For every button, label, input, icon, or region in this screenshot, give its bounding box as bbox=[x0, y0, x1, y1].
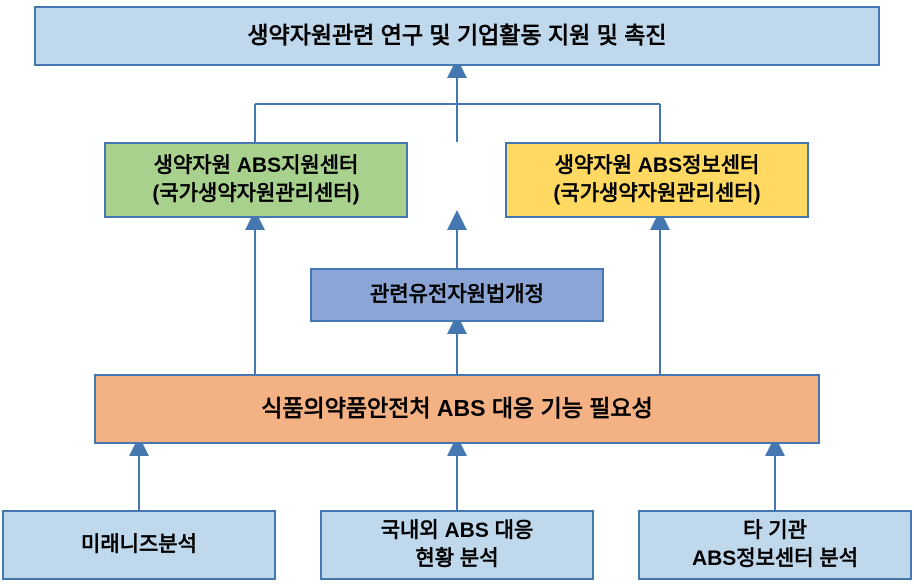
right-center-box: 생약자원 ABS정보센터 (국가생약자원관리센터) bbox=[505, 142, 809, 218]
bottom-box-3: 타 기관 ABS정보센터 분석 bbox=[638, 510, 912, 580]
left-center-box: 생약자원 ABS지원센터 (국가생약자원관리센터) bbox=[104, 142, 408, 218]
bottom-box-1-text: 미래니즈분석 bbox=[81, 531, 197, 559]
bottom-box-1: 미래니즈분석 bbox=[2, 510, 276, 580]
top-goal-box: 생약자원관련 연구 및 기업활동 지원 및 촉진 bbox=[34, 6, 880, 66]
necessity-box: 식품의약품안전처 ABS 대응 기능 필요성 bbox=[94, 374, 820, 444]
law-revision-box: 관련유전자원법개정 bbox=[310, 268, 604, 322]
left-center-text: 생약자원 ABS지원센터 (국가생약자원관리센터) bbox=[152, 152, 359, 209]
bottom-box-2: 국내외 ABS 대응 현황 분석 bbox=[320, 510, 594, 580]
bottom-box-3-text: 타 기관 ABS정보센터 분석 bbox=[692, 517, 858, 574]
law-revision-text: 관련유전자원법개정 bbox=[370, 281, 544, 309]
necessity-text: 식품의약품안전처 ABS 대응 기능 필요성 bbox=[261, 393, 653, 424]
right-center-text: 생약자원 ABS정보센터 (국가생약자원관리센터) bbox=[553, 152, 760, 209]
top-goal-text: 생약자원관련 연구 및 기업활동 지원 및 촉진 bbox=[247, 20, 666, 51]
bottom-box-2-text: 국내외 ABS 대응 현황 분석 bbox=[381, 517, 534, 574]
